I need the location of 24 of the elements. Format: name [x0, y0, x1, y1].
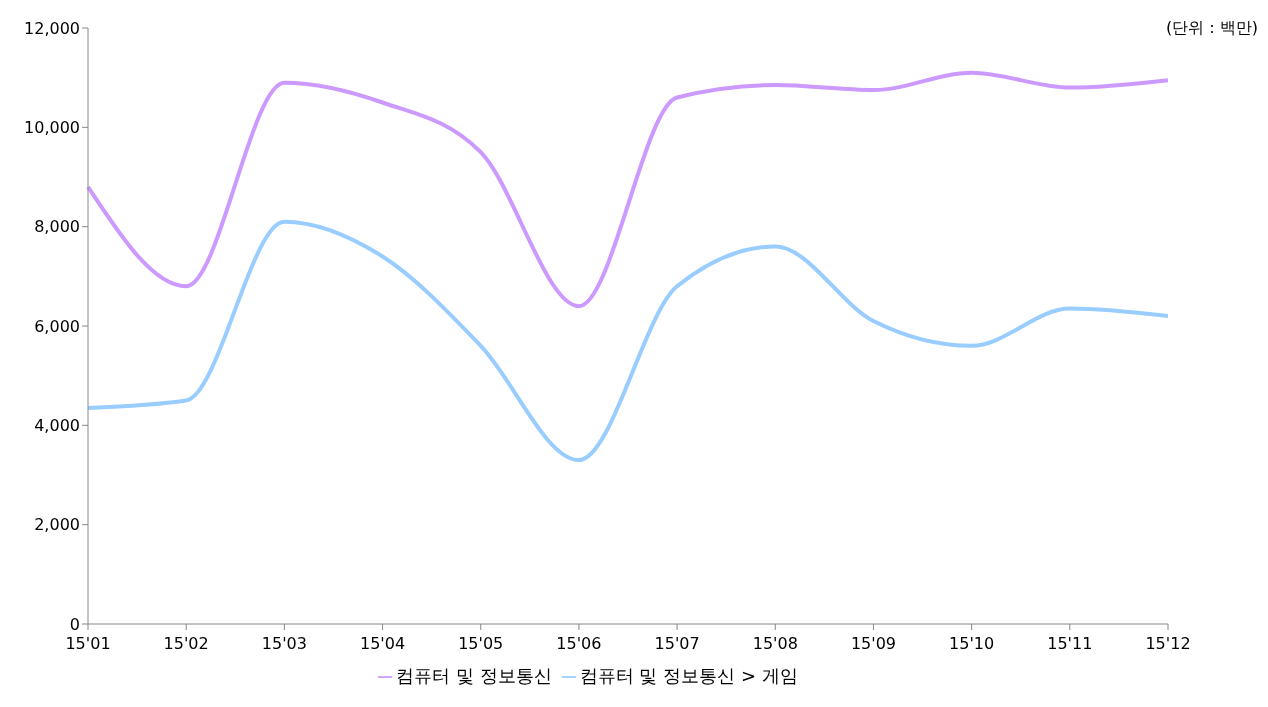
y-tick-label: 6,000: [34, 316, 80, 336]
legend-label: 컴퓨터 및 정보통신: [396, 665, 552, 686]
x-tick-label: 15'12: [1145, 634, 1191, 654]
x-tick-label: 15'10: [949, 634, 995, 654]
x-tick-label: 15'07: [654, 634, 700, 654]
y-tick-label: 8,000: [34, 217, 80, 237]
x-tick-label: 15'01: [65, 634, 111, 654]
annotation: (단위 : 백만): [1165, 18, 1258, 39]
line-series: [86, 219, 1170, 463]
y-tick-label: 2,000: [34, 515, 80, 535]
x-tick-label: 15'05: [458, 634, 504, 654]
x-tick-label: 15'08: [752, 634, 798, 654]
x-tick-label: 15'04: [359, 634, 406, 654]
y-tick-label: 0: [69, 614, 80, 634]
legend-label: 컴퓨터 및 정보통신 > 게임: [579, 665, 798, 686]
x-tick-label: 15'02: [163, 634, 209, 654]
x-tick-label: 15'11: [1047, 634, 1093, 654]
y-tick-label: 12,000: [24, 18, 80, 38]
x-tick-label: 15'06: [556, 634, 602, 654]
x-tick-label: 15'09: [850, 634, 897, 654]
line-series: [86, 70, 1170, 309]
y-tick-label: 10,000: [24, 118, 80, 138]
y-tick-label: 4,000: [34, 416, 80, 436]
x-tick-label: 15'03: [261, 634, 307, 654]
